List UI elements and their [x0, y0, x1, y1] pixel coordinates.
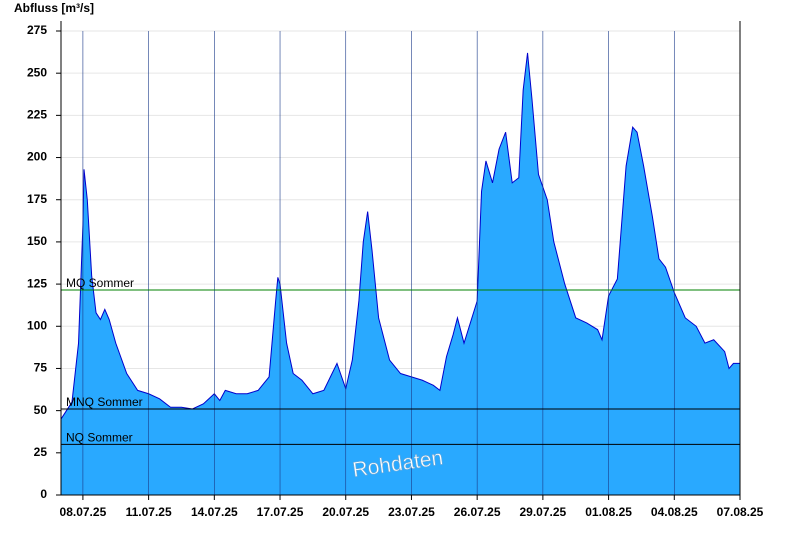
reference-label: MQ Sommer — [66, 276, 134, 290]
x-tick-label: 17.07.25 — [257, 505, 304, 519]
x-tick-label: 07.08.25 — [717, 505, 764, 519]
y-tick-label: 150 — [27, 234, 47, 248]
y-tick-label: 100 — [27, 318, 47, 332]
y-axis-label: Abfluss [m³/s] — [14, 1, 94, 15]
y-tick-label: 25 — [34, 445, 48, 459]
reference-label: MNQ Sommer — [66, 395, 143, 409]
y-tick-label: 275 — [27, 23, 47, 37]
y-tick-label: 175 — [27, 192, 47, 206]
x-tick-label: 20.07.25 — [322, 505, 369, 519]
y-tick-label: 0 — [40, 487, 47, 501]
x-tick-label: 01.08.25 — [585, 505, 632, 519]
reference-label: NQ Sommer — [66, 431, 133, 445]
x-tick-label: 14.07.25 — [191, 505, 238, 519]
x-tick-label: 04.08.25 — [651, 505, 698, 519]
y-tick-label: 75 — [34, 361, 48, 375]
x-tick-label: 08.07.25 — [60, 505, 107, 519]
x-tick-label: 29.07.25 — [520, 505, 567, 519]
y-tick-label: 250 — [27, 65, 47, 79]
area — [61, 52, 740, 496]
y-tick-label: 125 — [27, 276, 47, 290]
x-tick-label: 11.07.25 — [126, 505, 172, 519]
x-tick-label: 26.07.25 — [454, 505, 501, 519]
y-tick-label: 50 — [34, 403, 48, 417]
y-tick-label: 225 — [27, 108, 47, 122]
x-tick-label: 23.07.25 — [388, 505, 435, 519]
y-tick-label: 200 — [27, 150, 47, 164]
line — [60, 52, 740, 420]
